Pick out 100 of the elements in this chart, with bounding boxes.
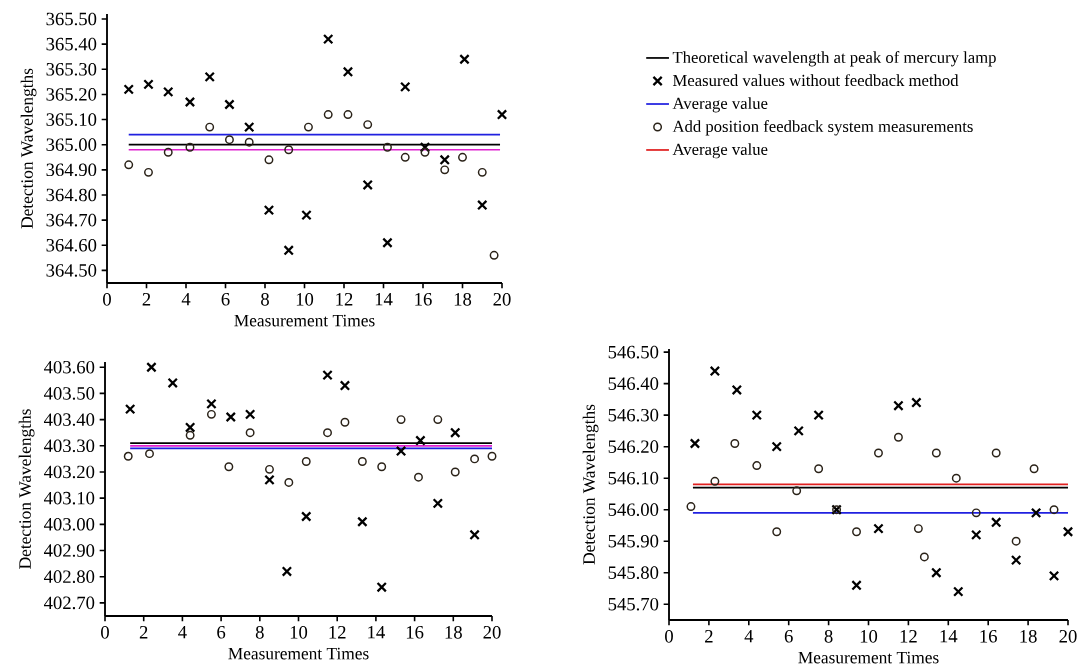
point (163, 147, 173, 157)
x-tick-label: 16 (406, 626, 424, 639)
point (143, 79, 154, 90)
point (225, 411, 237, 423)
point (813, 409, 824, 421)
x-tick-label: 12 (329, 626, 346, 639)
legend-label: Add position feedback system measurements (672, 120, 973, 136)
point (792, 486, 802, 496)
y-tick-label: 546.00 (608, 503, 659, 517)
x-tick-label: 2 (705, 630, 713, 643)
point (470, 454, 480, 464)
point (264, 155, 274, 165)
point (489, 250, 499, 260)
point (951, 473, 961, 483)
point (793, 425, 804, 437)
point (931, 567, 942, 579)
point (162, 86, 174, 98)
x-tick-label: 0 (665, 630, 673, 643)
point (1062, 526, 1074, 538)
point (343, 110, 353, 120)
point (814, 464, 824, 474)
point (185, 142, 195, 152)
point (205, 122, 215, 132)
x-tick-label: 18 (445, 626, 462, 639)
y-tick-label: 402.80 (43, 570, 95, 584)
y-tick-label: 403.10 (43, 491, 95, 505)
y-tick-label: 365.20 (46, 88, 97, 101)
point (415, 435, 426, 446)
x-axis-title: Measurement Times (234, 314, 375, 327)
point (362, 179, 373, 191)
y-tick-label: 364.70 (46, 213, 97, 227)
legend-label: Theoretical wavelength at peak of mercury lamp (672, 51, 996, 67)
y-tick-label: 364.60 (46, 238, 97, 252)
point (952, 586, 964, 597)
point (852, 527, 861, 537)
point (357, 457, 367, 466)
point (124, 160, 134, 170)
point (395, 445, 407, 457)
y-tick-label: 365.30 (46, 62, 97, 76)
y-tick-label: 365.10 (46, 113, 97, 126)
point (301, 209, 312, 221)
point (303, 122, 313, 132)
point (123, 84, 135, 95)
point (1011, 536, 1021, 546)
point (340, 417, 350, 427)
point (751, 409, 763, 421)
y-tick-label: 364.80 (46, 188, 97, 202)
x-tick-label: 12 (900, 630, 917, 643)
x-tick-label: 16 (415, 293, 432, 306)
point (322, 33, 334, 45)
point (450, 467, 460, 477)
y-tick-label: 403.50 (43, 387, 95, 400)
y-tick-label: 545.80 (608, 566, 659, 580)
point (301, 457, 311, 466)
x-tick-label: 14 (375, 293, 393, 306)
point (399, 81, 411, 93)
x-tick-label: 20 (483, 626, 501, 639)
point (244, 409, 256, 420)
point (893, 432, 903, 442)
point (420, 147, 430, 157)
x-tick-label: 2 (142, 293, 151, 306)
point (991, 448, 1001, 458)
y-axis-title: Detection Wavelengths (18, 409, 35, 569)
legend-label: Average value (672, 97, 768, 113)
point (414, 472, 423, 482)
point (400, 152, 410, 162)
point (919, 552, 929, 562)
point (496, 109, 508, 120)
point (382, 142, 392, 152)
x-axis-title: Measurement Times (228, 647, 369, 660)
point (458, 152, 467, 162)
point (184, 422, 196, 433)
point (1049, 505, 1059, 515)
point (874, 448, 883, 458)
point (245, 428, 255, 438)
y-tick-label: 545.90 (608, 534, 659, 548)
point (709, 365, 721, 377)
y-tick-label: 545.70 (608, 597, 659, 611)
point (357, 516, 368, 528)
point (204, 71, 215, 83)
point (440, 165, 450, 175)
x-tick-label: 4 (744, 630, 754, 643)
point (419, 141, 431, 153)
x-tick-label: 6 (784, 630, 793, 643)
point (459, 53, 470, 65)
point (342, 66, 354, 78)
x-tick-label: 14 (368, 626, 385, 639)
point (1030, 507, 1042, 519)
x-tick-label: 8 (824, 630, 833, 643)
y-tick-label: 403.20 (43, 465, 95, 479)
point (184, 96, 196, 108)
point (1048, 570, 1060, 582)
x-tick-label: 4 (181, 293, 191, 306)
y-tick-label: 546.40 (608, 377, 659, 390)
y-tick-label: 365.50 (46, 12, 97, 26)
x-tick-label: 20 (1059, 630, 1077, 643)
point (1029, 464, 1039, 474)
point (146, 361, 157, 373)
point (281, 566, 293, 577)
point (476, 199, 488, 211)
